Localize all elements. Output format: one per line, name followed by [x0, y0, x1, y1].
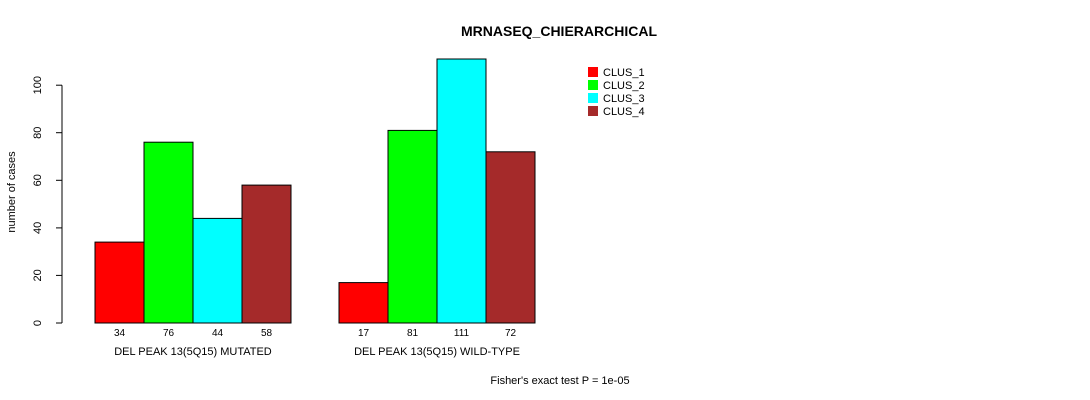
bar-clus-4-group-1: [241, 184, 292, 324]
group-label-mutated: DEL PEAK 13(5Q15) MUTATED: [114, 346, 272, 358]
bars: [94, 58, 536, 324]
bar-value-label: 58: [261, 328, 273, 339]
legend-label-clus-3: CLUS_3: [603, 93, 645, 105]
chart-title: MRNASEQ_CHIERARCHICAL: [461, 23, 657, 39]
value-labels: 34 76 44 58 17 81 111 72: [114, 328, 517, 339]
bar-value-label: 76: [163, 328, 175, 339]
y-tick-label: 20: [32, 269, 44, 281]
legend-swatch-clus-4: [588, 106, 598, 116]
bar-value-label: 44: [212, 328, 224, 339]
bar-value-label: 81: [407, 328, 419, 339]
y-tick-label: 100: [32, 76, 44, 94]
bar-clus-4-group-2: [485, 151, 536, 324]
y-tick-label: 40: [32, 222, 44, 234]
bar-clus-2-group-1: [143, 141, 194, 324]
y-tick-label: 60: [32, 174, 44, 186]
legend-swatch-clus-2: [588, 80, 598, 90]
bar-clus-3-group-1: [192, 217, 243, 324]
y-axis: 0 20 40 60 80 100: [32, 76, 63, 326]
bar-clus-1-group-2: [338, 282, 389, 324]
legend-swatch-clus-1: [588, 67, 598, 77]
bar-value-label: 17: [358, 328, 370, 339]
y-tick-label: 0: [32, 320, 44, 326]
bar-clus-2-group-2: [387, 129, 438, 324]
bar-value-label: 72: [505, 328, 517, 339]
bar-value-label: 34: [114, 328, 126, 339]
y-axis-label: number of cases: [6, 151, 18, 233]
legend-label-clus-2: CLUS_2: [603, 80, 645, 92]
legend-label-clus-1: CLUS_1: [603, 67, 645, 79]
bar-value-label: 111: [454, 328, 470, 339]
legend-label-clus-4: CLUS_4: [603, 106, 645, 118]
legend-swatch-clus-3: [588, 93, 598, 103]
fisher-test-footnote: Fisher's exact test P = 1e-05: [490, 375, 629, 387]
bar-clus-1-group-1: [94, 241, 145, 324]
bar-clus-3-group-2: [436, 58, 487, 324]
y-tick-label: 80: [32, 127, 44, 139]
group-label-wild-type: DEL PEAK 13(5Q15) WILD-TYPE: [354, 346, 520, 358]
